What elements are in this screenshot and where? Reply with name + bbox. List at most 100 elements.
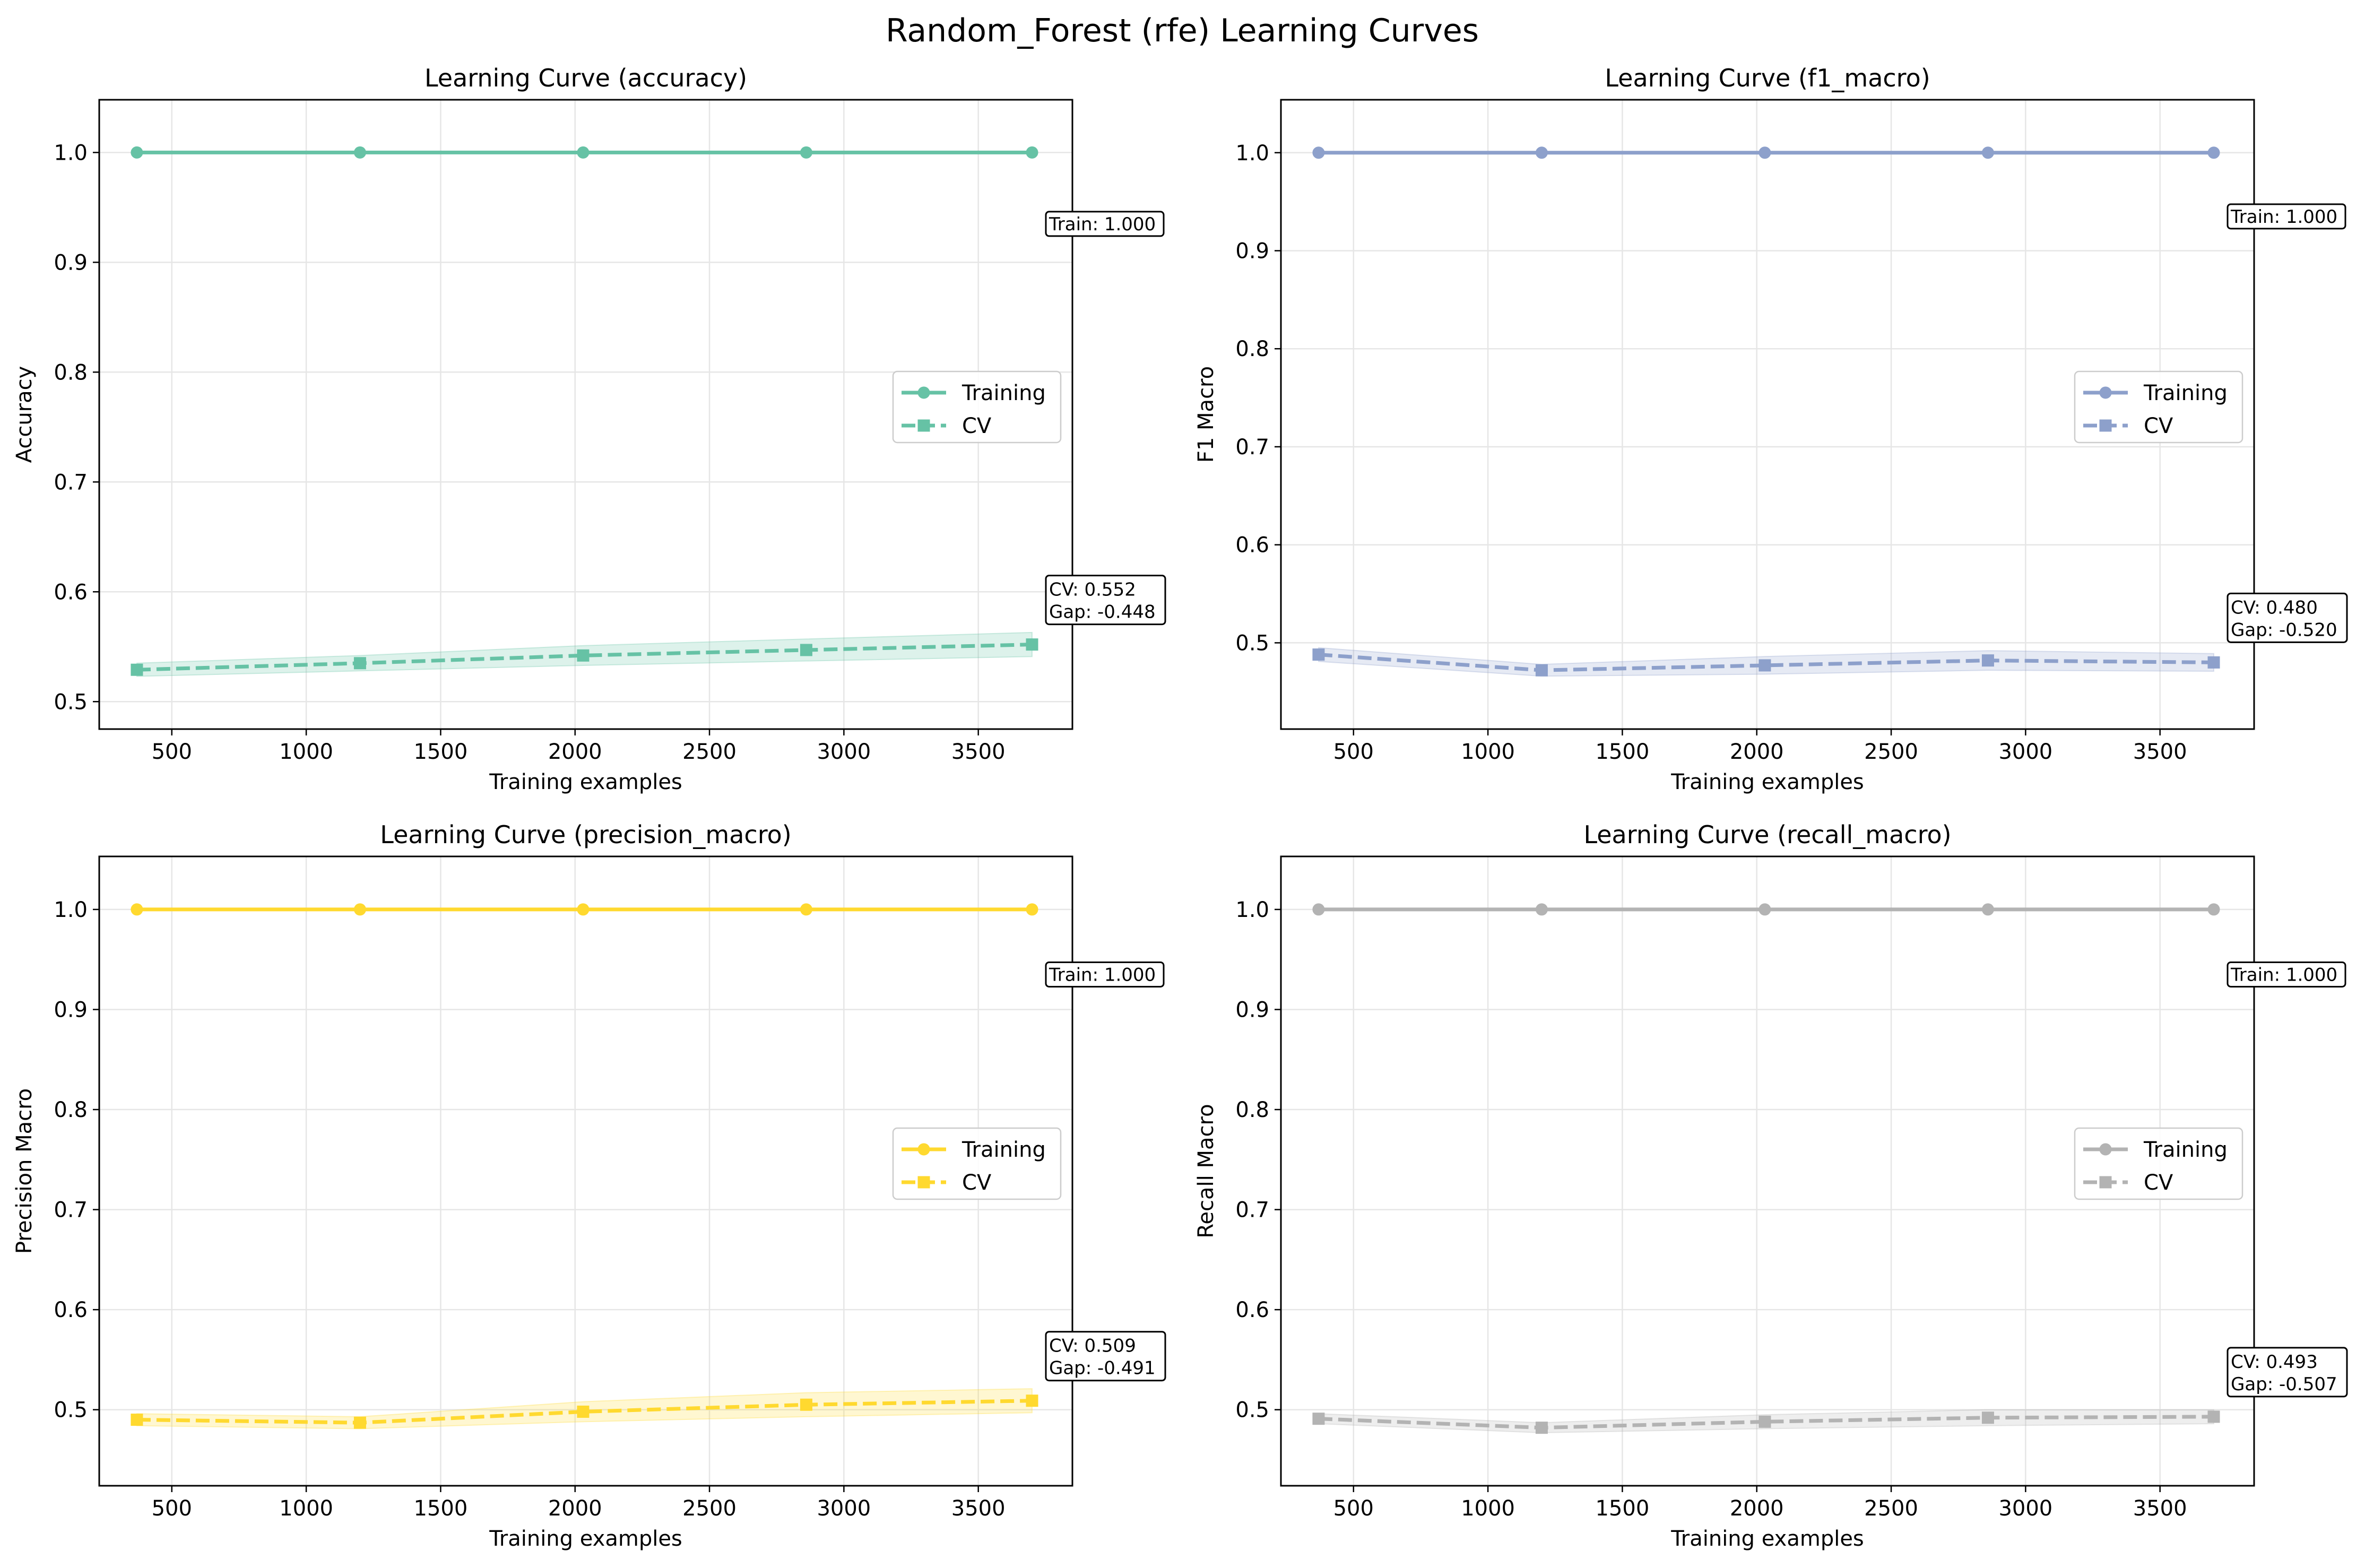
data-point-training: [577, 146, 590, 159]
data-point-cv: [2207, 1410, 2220, 1423]
y-tick-label: 0.5: [1235, 631, 1269, 655]
train-annotation-box: [1045, 961, 1165, 987]
cv-annotation-box: [2227, 592, 2348, 643]
panel-title: Learning Curve (precision_macro): [380, 820, 791, 849]
x-tick-label: 1000: [1461, 740, 1515, 764]
data-point-cv: [1312, 648, 1325, 661]
y-tick-label: 0.9: [54, 998, 88, 1022]
plot-frame: [1280, 855, 2255, 1487]
data-point-cv: [1535, 664, 1548, 677]
data-point-cv: [1758, 659, 1771, 672]
legend-marker-cv: [2099, 1176, 2112, 1189]
y-tick-label: 0.6: [54, 580, 88, 604]
panel-title: Learning Curve (f1_macro): [1605, 64, 1930, 92]
chart-panel-f1_macro: 500 1000 1500 2000 2500 3000 3500 0.5 0.6 0.7 0.8 0…: [1194, 64, 2348, 794]
data-point-cv: [353, 1416, 366, 1429]
y-tick-label: 0.7: [1235, 1198, 1269, 1223]
x-tick-label: 2500: [682, 740, 737, 764]
data-point-cv: [800, 644, 812, 656]
series-line-cv: [136, 1399, 1033, 1425]
data-point-cv: [1026, 638, 1038, 651]
legend-label-cv: CV: [962, 1171, 992, 1195]
legend-label-training: Training: [961, 1138, 1046, 1162]
x-tick-label: 1500: [414, 1496, 468, 1521]
x-tick-label: 2500: [682, 1496, 737, 1521]
x-tick-label: 1500: [1596, 740, 1650, 764]
x-tick-label: 3000: [1998, 1496, 2052, 1521]
figure-suptitle: Random_Forest (rfe) Learning Curves: [886, 12, 1479, 49]
y-tick-label: 1.0: [1235, 141, 1269, 166]
x-tick-label: 1500: [1596, 1496, 1650, 1521]
legend-marker-cv: [917, 1176, 930, 1189]
x-axis-label: Training examples: [1670, 1527, 1864, 1551]
data-point-training: [353, 146, 366, 159]
cv-annotation-box: [1045, 1331, 1166, 1382]
panel-title: Learning Curve (accuracy): [425, 64, 747, 92]
x-axis-label: Training examples: [1670, 770, 1864, 794]
legend-marker-training: [917, 386, 930, 399]
data-point-training: [131, 146, 143, 159]
y-tick-label: 0.9: [1235, 239, 1269, 263]
data-point-cv: [1026, 1394, 1038, 1407]
x-tick-label: 2500: [1864, 1496, 1918, 1521]
x-tick-label: 1000: [279, 740, 333, 764]
data-point-cv: [2207, 656, 2220, 669]
data-point-training: [1535, 903, 1548, 916]
x-tick-label: 2000: [548, 740, 602, 764]
y-tick-label: 0.9: [54, 250, 88, 275]
x-tick-label: 3500: [2133, 1496, 2187, 1521]
y-tick-label: 0.8: [54, 1098, 88, 1122]
x-axis-label: Training examples: [489, 1527, 682, 1551]
cv-annotation: CV: 0.552: [1049, 579, 1136, 601]
legend-marker-training: [917, 1143, 930, 1156]
cv-annotation-box: [1045, 575, 1166, 626]
chart-panel-accuracy: 500 1000 1500 2000 2500 3000 3500 0.5 0.6 0.7 0.8 0…: [12, 64, 1166, 794]
y-tick-label: 0.8: [1235, 337, 1269, 361]
x-tick-label: 3500: [951, 1496, 1006, 1521]
data-point-training: [800, 903, 812, 916]
y-tick-label: 1.0: [1235, 898, 1269, 922]
x-tick-label: 500: [152, 1496, 192, 1521]
y-tick-label: 1.0: [54, 898, 88, 922]
y-tick-label: 0.8: [54, 360, 88, 385]
legend-label-training: Training: [2143, 381, 2228, 405]
y-tick-label: 1.0: [54, 141, 88, 165]
train-annotation: Train: 1.000: [1049, 214, 1156, 235]
y-tick-label: 0.8: [1235, 1098, 1269, 1122]
x-tick-label: 3000: [817, 740, 871, 764]
data-point-cv: [577, 649, 590, 662]
data-point-cv: [131, 663, 143, 676]
legend-marker-cv: [2099, 419, 2112, 432]
y-tick-label: 0.5: [54, 690, 88, 714]
x-tick-label: 500: [1333, 740, 1374, 764]
data-point-training: [353, 903, 366, 916]
y-tick-label: 0.6: [1235, 533, 1269, 558]
legend-label-training: Training: [2143, 1138, 2228, 1162]
train-annotation-box: [1045, 211, 1165, 237]
data-point-cv: [1981, 654, 1994, 667]
train-annotation: Train: 1.000: [2230, 206, 2337, 228]
x-tick-label: 1000: [279, 1496, 333, 1521]
chart-panel-precision_macro: 500 1000 1500 2000 2500 3000 3500 0.5 0.6 0.7 0.8 0…: [12, 820, 1166, 1551]
data-point-cv: [131, 1414, 143, 1426]
y-tick-label: 0.6: [1235, 1298, 1269, 1322]
y-axis-label: Accuracy: [12, 366, 37, 463]
data-point-training: [1312, 903, 1325, 916]
gap-annotation: Gap: -0.491: [1049, 1358, 1156, 1379]
data-point-cv: [1535, 1422, 1548, 1434]
train-annotation-box: [2227, 961, 2346, 987]
gap-annotation: Gap: -0.507: [2231, 1374, 2337, 1395]
y-tick-label: 0.7: [1235, 435, 1269, 460]
train-annotation: Train: 1.000: [2230, 964, 2337, 985]
cv-annotation: CV: 0.480: [2231, 597, 2318, 618]
y-axis-label: F1 Macro: [1194, 366, 1218, 463]
cv-annotation: CV: 0.493: [2231, 1352, 2318, 1373]
y-axis-label: Recall Macro: [1194, 1104, 1218, 1238]
legend-marker-cv: [917, 419, 930, 432]
cv-annotation: CV: 0.509: [1049, 1336, 1136, 1357]
data-point-cv: [577, 1405, 590, 1418]
x-tick-label: 3000: [817, 1496, 871, 1521]
x-tick-label: 1500: [414, 740, 468, 764]
legend-label-cv: CV: [2144, 1171, 2173, 1195]
y-tick-label: 0.7: [54, 1198, 88, 1223]
